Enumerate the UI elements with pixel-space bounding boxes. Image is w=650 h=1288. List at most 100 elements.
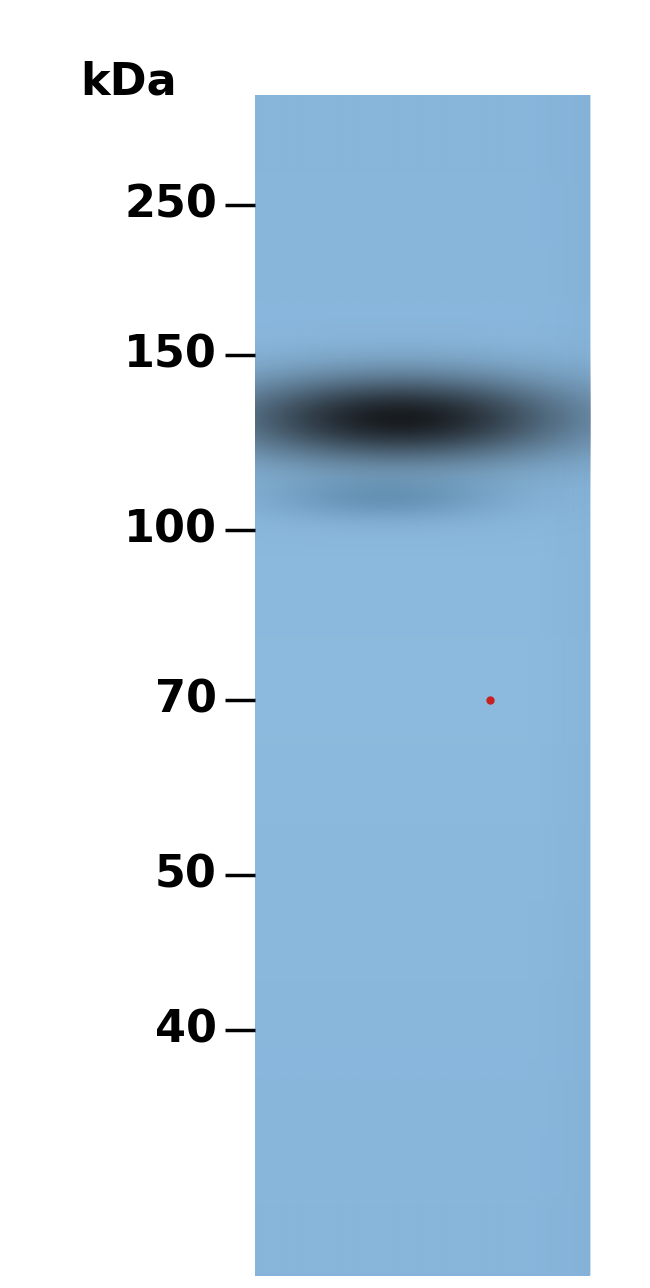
Bar [255,1197,590,1207]
Bar [255,341,590,352]
Bar [255,371,590,381]
Bar [255,596,590,607]
Bar [255,95,590,106]
Bar [266,95,272,1275]
Bar [255,813,590,823]
Bar [356,95,361,1275]
Bar [255,1127,590,1137]
Bar [456,95,462,1275]
Bar [255,980,590,990]
Bar [255,301,590,312]
Bar [255,183,590,193]
Bar [406,95,412,1275]
Bar [300,95,306,1275]
Bar [255,498,590,509]
Bar [255,321,590,331]
Bar [344,95,350,1275]
Bar [255,488,590,498]
Bar [255,233,590,243]
Bar [272,95,278,1275]
Bar [255,1177,590,1188]
Bar [255,439,590,450]
Bar [584,95,590,1275]
Text: 40: 40 [155,1009,217,1051]
Bar [255,242,590,252]
Bar [523,95,529,1275]
Bar [255,921,590,931]
Bar [311,95,317,1275]
Bar [545,95,551,1275]
Bar [255,1039,590,1050]
Bar [255,193,590,204]
Bar [467,95,473,1275]
Bar [350,95,356,1275]
Bar [255,842,590,853]
Bar [495,95,501,1275]
Bar [255,902,590,912]
Bar [255,469,590,479]
Bar [255,429,590,439]
Bar [255,479,590,489]
Text: 100: 100 [124,509,217,551]
Bar [339,95,345,1275]
Bar [517,95,523,1275]
Bar [417,95,423,1275]
Bar [255,361,590,371]
Bar [255,350,590,361]
Bar [473,95,479,1275]
Bar [255,1029,590,1039]
Text: 50: 50 [155,854,217,896]
Bar [434,95,440,1275]
Bar [255,1010,590,1020]
Bar [255,223,590,233]
Bar [255,891,590,902]
Bar [261,95,266,1275]
Bar [556,95,563,1275]
Bar [489,95,495,1275]
Bar [255,1108,590,1118]
Bar [322,95,328,1275]
Bar [367,95,372,1275]
Bar [255,1226,590,1236]
Bar [255,263,590,273]
Bar [255,1216,590,1226]
Bar [540,95,546,1275]
Bar [255,675,590,685]
Bar [255,607,590,617]
Bar [255,1186,590,1197]
Bar [395,95,400,1275]
Bar [411,95,417,1275]
Bar [255,410,590,420]
Bar [422,95,428,1275]
Bar [579,95,585,1275]
Bar [462,95,467,1275]
Bar [328,95,333,1275]
Bar [255,558,590,568]
Bar [255,164,590,174]
Bar [255,380,590,390]
Bar [255,390,590,401]
Bar [255,626,590,636]
Bar [255,252,590,263]
Bar [255,1235,590,1245]
Bar [528,95,535,1275]
Bar [567,95,574,1275]
Bar [255,1245,590,1256]
Bar [255,961,590,971]
Bar [255,783,590,793]
Bar [255,567,590,577]
Bar [255,951,590,961]
Bar [255,518,590,528]
Bar [255,1157,590,1167]
Bar [294,95,300,1275]
Text: 70: 70 [155,679,217,721]
Bar [255,291,590,301]
Bar [512,95,518,1275]
Bar [255,1019,590,1029]
Bar [450,95,456,1275]
Bar [255,685,590,696]
Bar [255,970,590,980]
Bar [255,705,590,715]
Bar [255,1059,590,1069]
Bar [255,115,590,125]
